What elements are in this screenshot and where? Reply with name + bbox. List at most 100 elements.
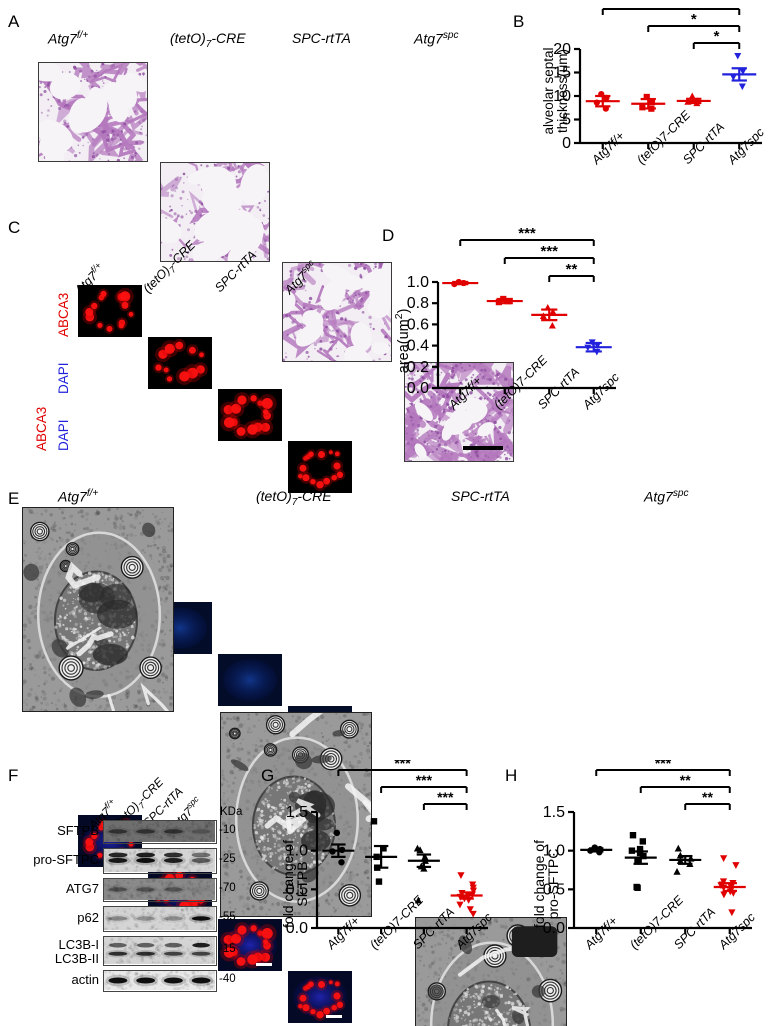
panelB-svg: 0 5 10 15 20 * * * (553, 5, 762, 152)
panel-f-blot-strip (103, 820, 217, 844)
significance-marker: ** (680, 772, 691, 788)
y-tick-label: 1.5 (286, 804, 308, 821)
panel-e-column-title: Atg7f/+ (58, 488, 99, 505)
y-tick-label: 1.0 (543, 843, 565, 860)
panel-f-blot-label: ATG7 (66, 881, 99, 896)
panel-label-d: D (382, 226, 395, 245)
panel-a-histology-image (160, 162, 270, 262)
panel-label-c: C (8, 218, 21, 237)
panel-e-image-row (22, 507, 567, 1026)
panel-f-blot-strip (103, 906, 217, 932)
panelG-svg: 0.00.51.01.5********* (286, 760, 488, 937)
panel-c-fluorescence-image (148, 337, 212, 389)
panel-f-blot-strip (103, 848, 217, 874)
y-tick-label: 0.8 (407, 295, 429, 312)
panel-e-column-title: Atg7spc (644, 488, 689, 505)
y-tick-label: 20 (553, 41, 571, 58)
panel-f-kda-value: -10 (219, 824, 236, 836)
panel-f-kda-value: -55 (219, 911, 236, 923)
panel-a-column-title: (tetO)7-CRE (170, 30, 246, 50)
panel-f-blot-label: actin (71, 972, 99, 987)
panel-a-histology-image (404, 362, 514, 462)
significance-marker: ** (702, 789, 713, 805)
panel-c-scale-bar (256, 963, 272, 966)
y-tick-label: 0.5 (543, 881, 565, 898)
y-tick-label: 0.2 (407, 359, 429, 376)
panel-a-column-title: Atg7f/+ (48, 30, 89, 47)
significance-marker: * (668, 5, 674, 11)
panel-a-scale-bar (463, 446, 503, 450)
panel-e-column-title: (tetO)7-CRE (256, 488, 332, 508)
panel-f-blot-strip (103, 970, 217, 992)
y-axis-label: fold change of SFTPB (280, 840, 310, 928)
panel-label-a: A (8, 12, 20, 31)
panel-c-fluorescence-image (78, 285, 142, 337)
panel-a-column-titles: Atg7f/+ (tetO)7-CRE SPC-rtTA Atg7spc (0, 0, 778, 60)
panel-c-fluorescence-image (218, 389, 282, 441)
panel-f-blots: Atg7f/+ (tetO)7-CRE SPC-rtTA Atg7spc KDa SFTP… (0, 760, 255, 1026)
y-tick-label: 0.0 (286, 920, 308, 937)
y-tick-label: 0.0 (407, 380, 429, 397)
panel-a-image-row (0, 0, 778, 462)
y-axis-label: fold change of pro-SFTPC (531, 840, 561, 928)
significance-marker: *** (394, 760, 411, 771)
panel-a-column-title: Atg7spc (414, 30, 459, 47)
panel-e-column-titles: Atg7f/+ (tetO)7-CRE SPC-rtTA Atg7spc (58, 488, 689, 508)
panel-f-kda-value: -25 (219, 853, 236, 865)
panel-a-histology-image (282, 262, 392, 362)
panel-e-tem-image (415, 917, 567, 1026)
significance-marker: *** (437, 789, 454, 805)
panel-g-chart: 0.0 0.5 1.0 1.5 *** *** *** fold change of SFTPB… (255, 760, 505, 1026)
panel-f-blot-label: SFTPB (57, 823, 99, 838)
panel-label-e: E (8, 489, 20, 508)
panel-f-blot-label: p62 (77, 910, 99, 925)
y-tick-label: 1.5 (543, 804, 565, 821)
significance-marker: *** (655, 760, 672, 771)
y-tick-label: 0.5 (286, 881, 308, 898)
panel-label-b: B (513, 12, 525, 31)
panel-label-h: H (505, 766, 518, 785)
kda-header: KDa (220, 806, 243, 818)
panel-f-kda-value: -70 (219, 882, 236, 894)
panel-c-fluorescence-image (218, 654, 282, 706)
panelD-svg: 0.00.20.40.60.81.0******** (407, 225, 616, 397)
panel-a-column-title: SPC-rtTA (292, 30, 351, 46)
panel-f-blot-strip (103, 878, 217, 902)
panel-c-fluorescence-image (288, 971, 352, 1023)
significance-marker: *** (518, 225, 536, 242)
panel-c-fluorescence-image (218, 919, 282, 971)
significance-marker: * (691, 11, 697, 28)
panel-label-f: F (8, 766, 19, 785)
panel-f-blot-label: pro-SFTPC (33, 852, 99, 867)
panel-d-chart: 0.0 0.2 0.4 0.6 0.8 1.0 *** *** ** area(um2) Atg7f… (370, 220, 640, 470)
panel-label-g: G (261, 766, 275, 785)
panel-f-kda-value: -40 (219, 973, 236, 985)
significance-marker: ** (566, 261, 578, 278)
y-tick-label: 5 (562, 112, 571, 129)
y-tick-label: 0.6 (407, 316, 429, 333)
y-tick-label: 0 (562, 135, 571, 152)
y-tick-label: 15 (553, 65, 571, 82)
panel-e-column-title: SPC-rtTA (451, 488, 510, 504)
significance-marker: *** (416, 772, 433, 788)
y-tick-label: 1.0 (407, 274, 429, 291)
y-tick-label: 1.0 (286, 843, 308, 860)
panel-c-grid: Atg7f/+ (tetO)7-CRE SPC-rtTA Atg7spc ABCA3 DA… (0, 215, 370, 1023)
y-tick-label: 0.0 (543, 920, 565, 937)
panel-f-blot-strip (103, 936, 217, 966)
y-tick-label: 10 (553, 88, 571, 105)
panel-f-blot-label-second: LC3B-II (54, 951, 99, 966)
panel-e-tem-image (22, 507, 174, 712)
panel-c-scale-bar (326, 1015, 342, 1018)
significance-marker: *** (540, 243, 558, 260)
y-tick-label: 0.4 (407, 338, 429, 355)
significance-marker: * (714, 28, 720, 45)
panel-c-fluorescence-image (288, 441, 352, 493)
panel-h-chart: 0.0 0.5 1.0 1.5 *** ** ** fold change of pro-SFT… (500, 760, 778, 1026)
panel-a-histology-image (38, 62, 148, 162)
panel-f-kda-value: -15 (219, 943, 236, 955)
panel-f-blot-label: LC3B-I (58, 937, 99, 952)
panelH-svg: 0.00.51.01.5******* (543, 760, 752, 937)
